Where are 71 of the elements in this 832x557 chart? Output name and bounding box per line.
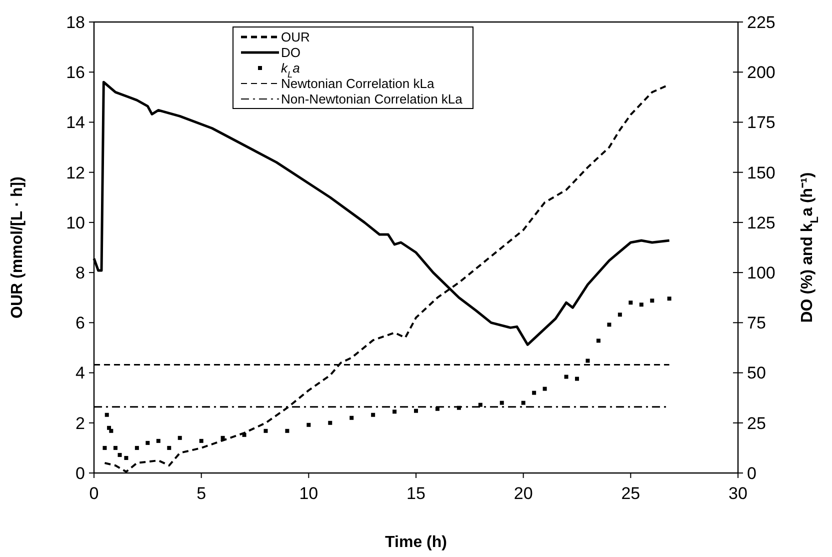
point — [156, 438, 160, 443]
point — [456, 406, 461, 410]
y2-tick-label: 150 — [747, 163, 776, 182]
point — [371, 412, 376, 417]
y-tick-label: 10 — [66, 213, 85, 232]
y-tick-label: 8 — [76, 264, 85, 283]
y2-tick-label: 75 — [747, 314, 766, 333]
point — [607, 322, 612, 327]
point — [113, 446, 118, 450]
point — [146, 440, 150, 445]
point — [306, 422, 311, 427]
point — [542, 386, 547, 391]
legend-label: DO — [281, 45, 300, 60]
point — [285, 428, 290, 433]
point — [650, 298, 654, 303]
y-tick-label: 12 — [66, 163, 85, 182]
point — [639, 302, 644, 307]
point — [350, 416, 354, 420]
y-tick-label: 6 — [76, 314, 85, 333]
point — [521, 400, 526, 405]
y-tick-label: 14 — [66, 113, 85, 132]
point — [178, 436, 182, 440]
y2-tick-label: 0 — [747, 464, 756, 483]
x-tick-label: 25 — [621, 484, 640, 503]
legend-label: Non-Newtonian Correlation kLa — [281, 92, 464, 107]
legend-label: OUR — [281, 30, 310, 45]
y2-tick-label: 25 — [747, 414, 766, 433]
y-tick-label: 16 — [66, 63, 85, 82]
point — [134, 446, 139, 450]
y-axis-title: OUR (mmol/[L · h]) — [9, 176, 26, 318]
x-axis-title: Time (h) — [385, 534, 447, 551]
point — [628, 300, 633, 305]
point — [414, 408, 418, 413]
y-tick-label: 2 — [76, 414, 85, 433]
point — [618, 312, 622, 317]
point — [575, 376, 579, 381]
x-tick-label: 30 — [728, 484, 748, 503]
point — [586, 358, 590, 363]
point — [167, 446, 172, 450]
y2-tick-label: 50 — [747, 364, 766, 383]
y-tick-label: 0 — [76, 464, 85, 483]
point — [242, 432, 246, 437]
y2-tick-label: 125 — [747, 213, 776, 232]
point — [118, 452, 122, 457]
point — [667, 296, 672, 301]
x-tick-label: 10 — [299, 484, 318, 503]
point — [104, 412, 109, 417]
point — [532, 390, 536, 395]
point — [102, 446, 107, 450]
y-tick-label: 18 — [66, 12, 85, 32]
y2-tick-label: 100 — [747, 264, 776, 283]
point — [220, 436, 225, 440]
y2-tick-label: 225 — [747, 12, 776, 32]
point — [478, 402, 482, 407]
x-tick-label: 0 — [89, 484, 99, 503]
point — [564, 374, 568, 379]
y2-tick-label: 175 — [747, 113, 776, 132]
y2-tick-label: 200 — [747, 63, 776, 82]
y-tick-label: 4 — [76, 364, 85, 383]
point — [596, 338, 600, 343]
point — [500, 400, 504, 405]
point — [435, 406, 440, 411]
x-tick-label: 5 — [196, 484, 206, 503]
point — [392, 410, 397, 414]
point — [199, 438, 204, 443]
x-tick-label: 20 — [514, 484, 533, 503]
x-tick-label: 15 — [406, 484, 426, 503]
point — [109, 428, 114, 433]
point — [328, 420, 332, 425]
point — [264, 428, 268, 433]
point — [124, 456, 128, 460]
